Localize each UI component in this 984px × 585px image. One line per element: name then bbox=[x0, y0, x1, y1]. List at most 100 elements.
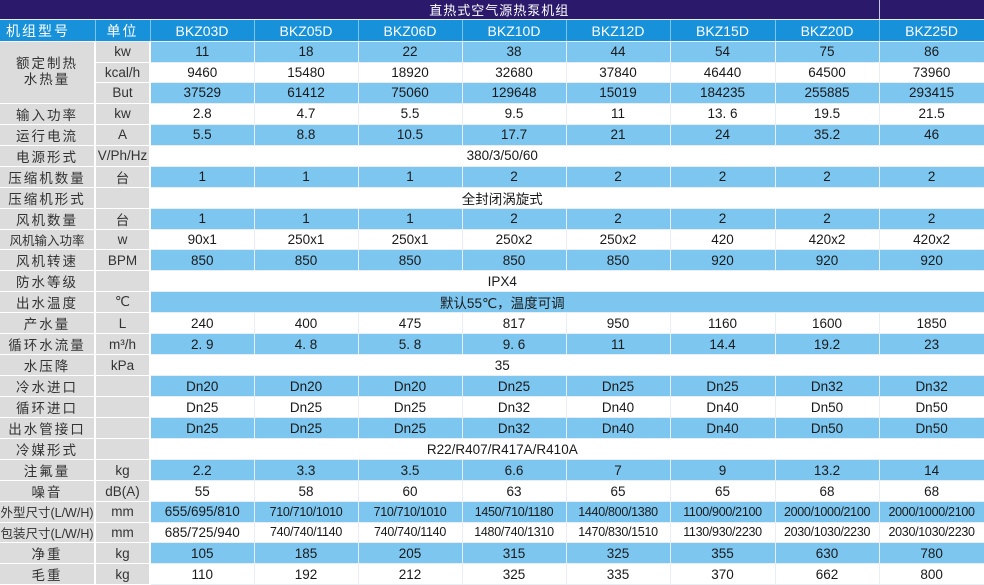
row-label: 防水等级 bbox=[0, 270, 96, 292]
table-row: 毛重 kg 110 192 212 325 335 370 662 800 bbox=[0, 563, 984, 585]
value-cell: 2030/1030/2230 bbox=[775, 522, 880, 543]
value-cell: 3.3 bbox=[254, 459, 359, 481]
value-cell: 920 bbox=[775, 249, 880, 271]
value-cell: 9460 bbox=[150, 62, 255, 83]
value-cell: Dn25 bbox=[566, 375, 671, 397]
value-cell: Dn25 bbox=[670, 375, 776, 397]
table-row: 风机输入功率 w 90x1 250x1 250x1 250x2 250x2 420 420x2 4… bbox=[0, 229, 984, 250]
value-cell: 2 bbox=[879, 166, 984, 188]
value-cell: 710/710/1010 bbox=[358, 501, 463, 523]
merged-value-cell: 380/3/50/60 bbox=[150, 145, 984, 167]
unit-label: 单位 bbox=[95, 19, 151, 42]
row-unit bbox=[95, 396, 151, 418]
value-cell: Dn40 bbox=[566, 417, 671, 439]
value-cell: 2 bbox=[775, 166, 880, 188]
value-cell: 662 bbox=[775, 563, 880, 585]
row-unit: L bbox=[95, 312, 151, 334]
table-row: 冷水进口 Dn20 Dn20 Dn20 Dn25 Dn25 Dn25 Dn32 Dn32 bbox=[0, 375, 984, 397]
value-cell: 4. 8 bbox=[254, 333, 359, 355]
value-cell: 11 bbox=[566, 333, 671, 355]
value-cell: 2000/1000/2100 bbox=[775, 501, 880, 523]
value-cell: 920 bbox=[670, 249, 776, 271]
value-cell: 75 bbox=[775, 41, 880, 63]
table-row: 压缩机形式 全封闭涡旋式 bbox=[0, 187, 984, 209]
row-unit: kg bbox=[95, 459, 151, 481]
row-unit: 台 bbox=[95, 208, 151, 230]
row-unit: kw bbox=[95, 103, 151, 125]
value-cell: 250x2 bbox=[566, 229, 671, 250]
value-cell: 9 bbox=[670, 459, 776, 481]
value-cell: 1100/900/2100 bbox=[670, 501, 776, 523]
value-cell: 315 bbox=[462, 542, 567, 564]
table-row: 压缩机数量台 1 1 1 2 2 2 2 2 bbox=[0, 166, 984, 188]
value-cell: 44 bbox=[566, 41, 671, 63]
table-row: 防水等级 IPX4 bbox=[0, 270, 984, 292]
value-cell: 1 bbox=[150, 208, 255, 230]
value-cell: 1160 bbox=[670, 312, 776, 334]
table-row: 循环进口 Dn25 Dn25 Dn25 Dn32 Dn40 Dn40 Dn50 Dn50 bbox=[0, 396, 984, 418]
table-row: kcal/h 9460 15480 18920 32680 37840 46440 64500… bbox=[0, 62, 984, 83]
value-cell: Dn25 bbox=[358, 396, 463, 418]
value-cell: Dn25 bbox=[254, 396, 359, 418]
value-cell: 1850 bbox=[879, 312, 984, 334]
value-cell: 850 bbox=[462, 249, 567, 271]
value-cell: 1 bbox=[150, 166, 255, 188]
value-cell: 65 bbox=[566, 480, 671, 502]
value-cell: 7 bbox=[566, 459, 671, 481]
value-cell: 184235 bbox=[670, 82, 776, 104]
row-unit bbox=[95, 417, 151, 439]
row-label: 产水量 bbox=[0, 312, 96, 334]
table-row: 循环水流量 m³/h 2. 9 4. 8 5. 8 9. 6 11 14.4 19.2 23 bbox=[0, 333, 984, 355]
row-unit: ℃ bbox=[95, 291, 151, 313]
table-row: 水压降 kPa 35 bbox=[0, 354, 984, 376]
table-row: 外型尺寸(L/W/H) mm 655/695/810 710/710/1010 710/… bbox=[0, 501, 984, 523]
value-cell: 5.5 bbox=[358, 103, 463, 125]
value-cell: 400 bbox=[254, 312, 359, 334]
value-cell: 90x1 bbox=[150, 229, 255, 250]
value-cell: 800 bbox=[879, 563, 984, 585]
row-unit: A bbox=[95, 124, 151, 146]
value-cell: Dn32 bbox=[879, 375, 984, 397]
value-cell: 420x2 bbox=[879, 229, 984, 250]
row-label: 注氟量 bbox=[0, 459, 96, 481]
value-cell: 1 bbox=[254, 166, 359, 188]
row-label: 风机输入功率 bbox=[0, 229, 96, 250]
row-label: 出水温度 bbox=[0, 291, 96, 313]
value-cell: 9.5 bbox=[462, 103, 567, 125]
row-unit: dB(A) bbox=[95, 480, 151, 502]
value-cell: Dn25 bbox=[358, 417, 463, 439]
row-label: 包装尺寸(L/W/H) bbox=[0, 522, 96, 543]
value-cell: 37840 bbox=[566, 62, 671, 83]
value-cell: 64500 bbox=[775, 62, 880, 83]
value-cell: 8.8 bbox=[254, 124, 359, 146]
value-cell: 2. 9 bbox=[150, 333, 255, 355]
table-row: 噪音 dB(A) 55 58 60 63 65 65 68 68 bbox=[0, 480, 984, 502]
model-header-bkz20d: BKZ20D bbox=[775, 19, 880, 42]
value-cell: Dn40 bbox=[670, 396, 776, 418]
row-unit: mm bbox=[95, 522, 151, 543]
value-cell: 2 bbox=[879, 208, 984, 230]
value-cell: Dn20 bbox=[254, 375, 359, 397]
value-cell: 212 bbox=[358, 563, 463, 585]
value-cell: 5. 8 bbox=[358, 333, 463, 355]
value-cell: 9. 6 bbox=[462, 333, 567, 355]
value-cell: 18 bbox=[254, 41, 359, 63]
value-cell: Dn50 bbox=[775, 417, 880, 439]
value-cell: 65 bbox=[670, 480, 776, 502]
value-cell: Dn25 bbox=[254, 417, 359, 439]
value-cell: 11 bbox=[150, 41, 255, 63]
row-unit bbox=[95, 438, 151, 460]
value-cell: 5.5 bbox=[150, 124, 255, 146]
value-cell: 850 bbox=[358, 249, 463, 271]
row-label: 噪音 bbox=[0, 480, 96, 502]
value-cell: Dn25 bbox=[150, 417, 255, 439]
value-cell: 1440/800/1380 bbox=[566, 501, 671, 523]
row-label: 电源形式 bbox=[0, 145, 96, 167]
value-cell: 710/710/1010 bbox=[254, 501, 359, 523]
value-cell: 23 bbox=[879, 333, 984, 355]
row-label: 冷媒形式 bbox=[0, 438, 96, 460]
row-unit: w bbox=[95, 229, 151, 250]
table-title: 直热式空气源热泵机组 bbox=[0, 0, 880, 20]
value-cell: 2 bbox=[462, 208, 567, 230]
